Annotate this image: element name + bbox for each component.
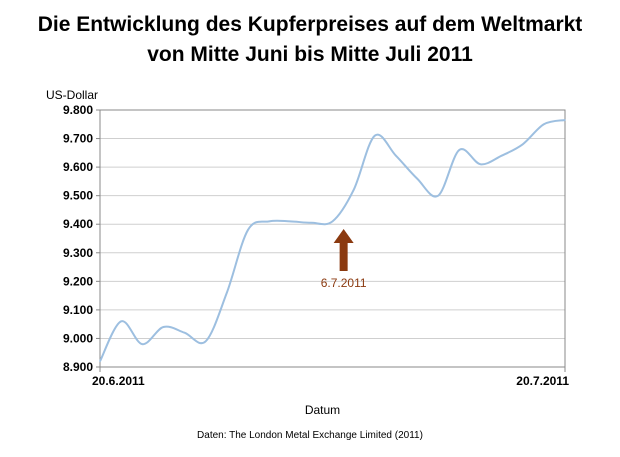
y-tick-label: 9.600 <box>63 160 93 174</box>
y-tick-label: 9.700 <box>63 132 93 146</box>
y-tick-label: 8.900 <box>63 360 93 374</box>
y-tick-label: 9.200 <box>63 274 93 288</box>
data-point <box>99 360 101 363</box>
data-point <box>141 343 144 345</box>
y-axis-label: US-Dollar <box>46 88 98 102</box>
data-point <box>183 331 186 334</box>
data-point <box>204 340 207 343</box>
y-axis-ticks: 8.900 9.000 9.100 9.200 9.300 9.400 9.500 9.600… <box>63 103 100 374</box>
data-point <box>395 154 397 157</box>
data-point <box>458 149 461 151</box>
data-point <box>268 220 270 223</box>
plot-area <box>99 109 566 368</box>
data-point <box>247 229 249 231</box>
annotation-label: 6.7.2011 <box>321 276 367 290</box>
x-axis-label: Datum <box>305 403 340 417</box>
y-tick-label: 9.300 <box>63 246 93 260</box>
data-points <box>99 119 566 363</box>
data-point <box>416 177 418 180</box>
data-point <box>521 143 524 146</box>
data-point <box>226 291 228 294</box>
data-point <box>289 220 292 223</box>
x-tick-label: 20.7.2011 <box>516 374 569 388</box>
data-point <box>479 163 482 166</box>
data-source-note: Daten: The London Metal Exchange Limited… <box>197 430 423 441</box>
data-point <box>373 134 376 137</box>
y-tick-label: 9.800 <box>63 103 93 117</box>
x-axis-ticks: 20.6.2011 20.7.2011 <box>92 367 569 388</box>
y-tick-label: 9.100 <box>63 303 93 317</box>
data-point <box>352 189 355 191</box>
data-point <box>162 326 165 328</box>
chart-title-line-2: von Mitte Juni bis Mitte Juli 2011 <box>147 43 473 66</box>
data-point <box>564 119 566 121</box>
up-arrow-icon <box>333 229 354 271</box>
x-tick-label: 20.6.2011 <box>92 374 145 388</box>
data-point <box>331 220 334 223</box>
series-line-copper-price <box>99 119 566 362</box>
data-point <box>500 154 503 157</box>
y-tick-label: 9.400 <box>63 217 93 231</box>
data-point <box>120 320 122 323</box>
data-point <box>543 123 545 126</box>
chart-title-line-1: Die Entwicklung des Kupferpreises auf de… <box>37 13 583 36</box>
y-tick-label: 9.000 <box>63 331 93 345</box>
y-tick-label: 9.500 <box>63 189 93 203</box>
data-point <box>437 194 439 197</box>
data-point <box>310 221 313 224</box>
grid-lines <box>100 109 565 368</box>
annotation-arrow: 6.7.2011 <box>321 229 367 290</box>
